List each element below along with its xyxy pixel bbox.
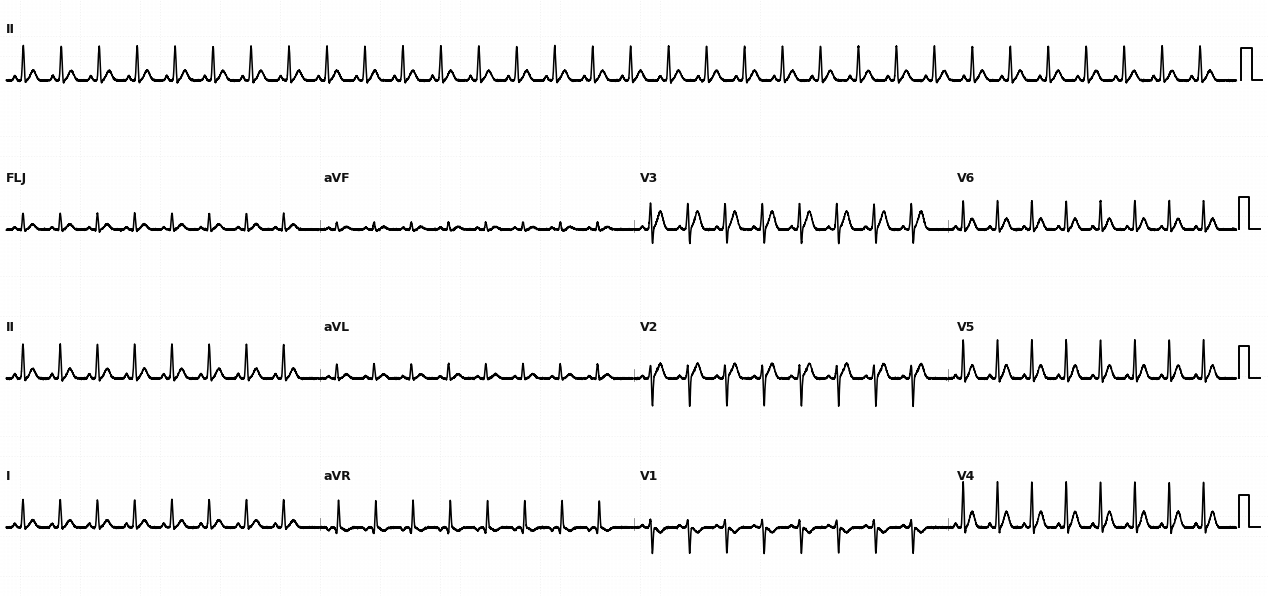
Text: V4: V4 [957, 470, 975, 483]
Text: I: I [6, 470, 11, 483]
Text: V3: V3 [640, 172, 658, 185]
Text: V6: V6 [957, 172, 975, 185]
Text: aVL: aVL [323, 321, 350, 334]
Text: II: II [6, 23, 15, 36]
Text: V2: V2 [640, 321, 658, 334]
Text: aVR: aVR [323, 470, 351, 483]
Text: V1: V1 [640, 470, 658, 483]
Text: FLJ: FLJ [6, 172, 28, 185]
Text: V5: V5 [957, 321, 975, 334]
Text: aVF: aVF [323, 172, 350, 185]
Text: II: II [6, 321, 15, 334]
